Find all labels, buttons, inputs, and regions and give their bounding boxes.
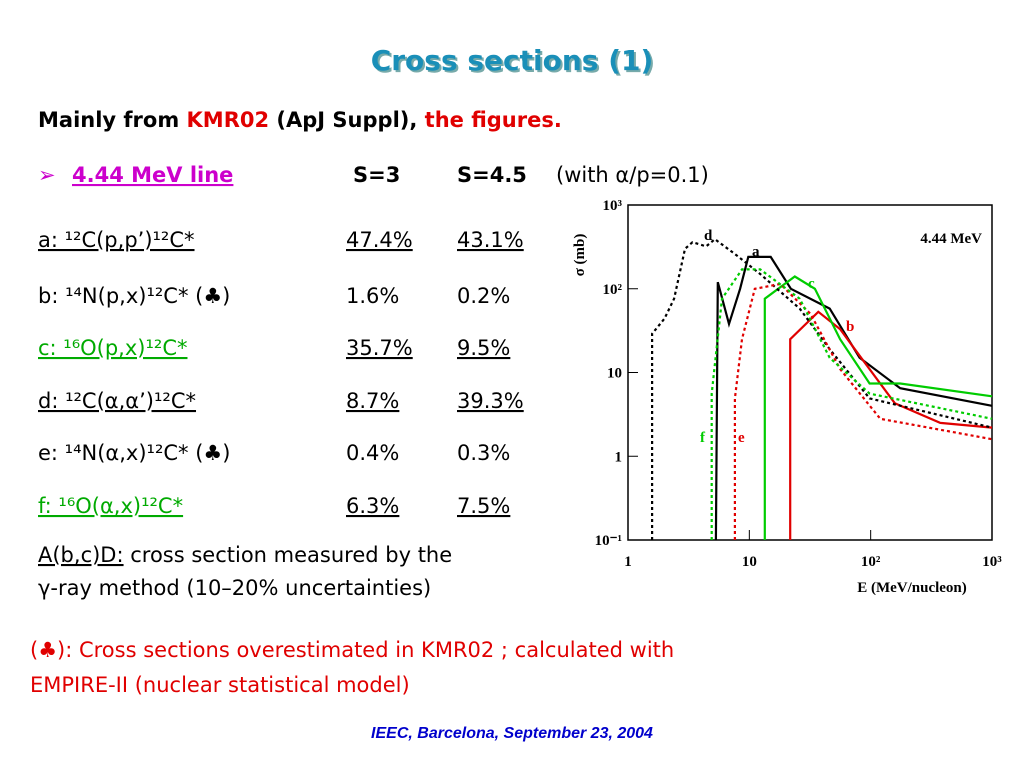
x-tick-label: 10² [861, 554, 881, 570]
chart-title: 4.44 MeV [920, 231, 982, 247]
title-shadow: Cross sections (1) [373, 46, 656, 79]
col-header: S=4.5 [457, 163, 527, 187]
line-name: 4.44 MeV line [72, 163, 233, 187]
footer: IEEC, Barcelona, September 23, 2004 [371, 725, 653, 742]
y-tick-label: 10 [607, 366, 622, 382]
series-label: e [738, 430, 745, 446]
x-axis-label: E (MeV/nucleon) [857, 580, 967, 596]
table-label: c: ¹⁶O(p,x)¹²C* [38, 336, 187, 360]
y-tick-label: 10⁻¹ [595, 533, 622, 549]
series-label: f [700, 430, 706, 446]
series-label: c [808, 276, 815, 292]
table-value: 0.4% [346, 441, 399, 465]
table-value: 43.1% [457, 228, 524, 252]
table-label: d: ¹²C(α,α’)¹²C* [38, 389, 196, 413]
table-value: 8.7% [346, 389, 399, 413]
y-tick-label: 10² [603, 282, 623, 298]
col-note: (with α/p=0.1) [556, 163, 709, 187]
warning: (♣): Cross sections overestimated in KMR… [30, 638, 674, 662]
series-line [789, 310, 993, 540]
table-label: b: ¹⁴N(p,x)¹²C* (♣) [38, 284, 230, 308]
table-value: 0.2% [457, 284, 510, 308]
table-label: f: ¹⁶O(α,x)¹²C* [38, 494, 183, 518]
series-label: a [752, 244, 760, 260]
table: a: ¹²C(p,p’)¹²C* 47.4% 43.1% b: ¹⁴N(p,x)¹²C… [38, 228, 524, 518]
x-tick-label: 10 [742, 554, 757, 570]
series-line [710, 268, 993, 540]
method-note: γ-ray method (10–20% uncertainties) [38, 576, 431, 600]
series-line [733, 282, 993, 540]
x-tick-label: 1 [624, 554, 632, 570]
col-header: S=3 [353, 163, 400, 187]
table-value: 47.4% [346, 228, 413, 252]
table-value: 1.6% [346, 284, 399, 308]
series-line [714, 255, 993, 541]
title: Cross sections (1) [371, 44, 654, 77]
table-label: e: ¹⁴N(α,x)¹²C* (♣) [38, 441, 230, 465]
method-note: A(b,c)D: cross section measured by the [38, 543, 452, 567]
plot-frame [627, 204, 993, 541]
table-label: a: ¹²C(p,p’)¹²C* [38, 228, 195, 252]
series-line [763, 275, 993, 540]
intro-ref: the figures. [425, 108, 562, 132]
y-tick-label: 1 [615, 449, 623, 465]
series-label: d [704, 228, 713, 244]
table-value: 35.7% [346, 336, 413, 360]
method-key: A(b,c)D: [38, 543, 124, 567]
table-value: 7.5% [457, 494, 510, 518]
table-value: 0.3% [457, 441, 510, 465]
y-tick-label: 10³ [603, 198, 623, 214]
method-text: cross section measured by the [124, 543, 453, 567]
series-label: b [846, 319, 854, 335]
intro-ref: KMR02 [187, 108, 270, 132]
intro-text: (ApJ Suppl), [269, 108, 425, 132]
table-value: 9.5% [457, 336, 510, 360]
warning: EMPIRE-II (nuclear statistical model) [30, 673, 410, 697]
table-value: 39.3% [457, 389, 524, 413]
table-value: 6.3% [346, 494, 399, 518]
intro: Mainly from KMR02 (ApJ Suppl), the figur… [38, 108, 562, 132]
x-tick-label: 10³ [982, 554, 1002, 570]
bullet-arrow: ➢ [38, 163, 56, 187]
intro-text: Mainly from [38, 108, 187, 132]
series-line [651, 237, 993, 540]
y-axis-label: σ (mb) [572, 234, 588, 277]
